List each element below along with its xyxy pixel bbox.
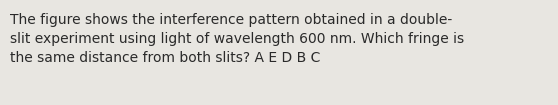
Text: The figure shows the interference pattern obtained in a double-
slit experiment : The figure shows the interference patter… <box>10 13 464 64</box>
